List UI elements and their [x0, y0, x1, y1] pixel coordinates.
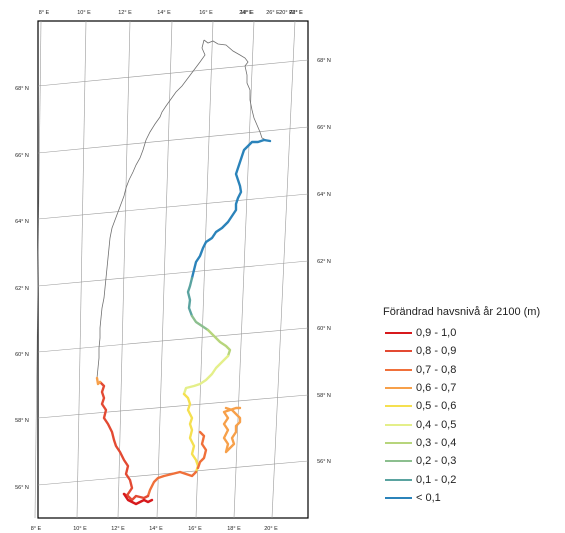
coordinate-label: 64° N: [317, 192, 331, 198]
graticule-line: [156, 20, 173, 519]
legend-swatch: [385, 478, 412, 481]
coordinate-label: 62° N: [317, 259, 331, 265]
legend-swatch: [385, 350, 412, 353]
sweden-border: [96, 39, 269, 379]
legend-label: 0,9 - 1,0: [416, 327, 457, 340]
legend-swatch: [385, 405, 412, 408]
graticule-line: [195, 20, 214, 519]
legend-swatch: [385, 496, 412, 499]
coast-segment: [182, 354, 230, 396]
coordinate-label: 16° E: [188, 526, 202, 532]
coordinate-label: 18° E: [240, 10, 254, 16]
coast-segment: [182, 392, 200, 474]
legend-item: < 0,1: [383, 489, 563, 507]
coast-segment: [206, 328, 232, 358]
coordinate-label: 10° E: [73, 526, 87, 532]
legend-swatch: [385, 368, 412, 371]
coordinate-label: 8° E: [31, 526, 42, 532]
legend-item: 0,3 - 0,4: [383, 434, 563, 452]
coordinate-label: 28° E: [289, 10, 303, 16]
coast-segment: [196, 430, 208, 470]
coast-segment: [98, 380, 134, 496]
legend-label: 0,3 - 0,4: [416, 436, 457, 449]
legend-item: 0,6 - 0,7: [383, 379, 563, 397]
coordinate-label: 58° N: [15, 418, 29, 424]
graticule-line: [233, 20, 255, 519]
coordinate-label: 58° N: [317, 393, 331, 399]
legend: Förändrad havsnivå år 2100 (m) 0,9 - 1,0…: [383, 306, 563, 507]
legend-item: 0,2 - 0,3: [383, 452, 563, 470]
coast-segment: [190, 138, 272, 280]
legend-label: 0,5 - 0,6: [416, 400, 457, 413]
graticule-line: [37, 394, 309, 419]
coordinate-label: 24° E: [239, 10, 253, 16]
graticule-line: [37, 59, 309, 87]
coordinate-label: 66° N: [15, 153, 29, 159]
graticule-line: [117, 20, 131, 519]
legend-label: 0,2 - 0,3: [416, 455, 457, 468]
coordinate-label: 56° N: [15, 485, 29, 491]
graticule-line: [37, 193, 309, 220]
coastline-sea-level: [95, 138, 272, 506]
legend-item: 0,9 - 1,0: [383, 324, 563, 342]
coordinate-label: 62° N: [15, 286, 29, 292]
coordinate-label: 12° E: [111, 526, 125, 532]
coordinate-label: 18° E: [227, 526, 241, 532]
graticule-line: [37, 327, 309, 353]
legend-label: 0,4 - 0,5: [416, 418, 457, 431]
coordinate-label: 20° E: [264, 526, 278, 532]
legend-label: 0,7 - 0,8: [416, 363, 457, 376]
graticule-line: [34, 20, 42, 519]
coordinate-label: 64° N: [15, 219, 29, 225]
legend-item: 0,1 - 0,2: [383, 470, 563, 488]
coast-segment: [122, 492, 150, 502]
coordinate-label: 60° N: [317, 326, 331, 332]
coordinate-label: 22° E: [289, 10, 303, 16]
legend-item: 0,4 - 0,5: [383, 415, 563, 433]
legend-item: 0,8 - 0,9: [383, 342, 563, 360]
legend-items: 0,9 - 1,0 0,8 - 0,9 0,7 - 0,8 0,6 - 0,7 0,5 …: [383, 324, 563, 507]
coast-segment: [190, 314, 210, 332]
coordinate-label: 12° E: [118, 10, 132, 16]
graticule-line: [37, 126, 309, 154]
graticule-line: [271, 20, 296, 519]
legend-title: Förändrad havsnivå år 2100 (m): [383, 306, 541, 318]
coast-segment: [122, 492, 154, 506]
coordinate-label: 10° E: [77, 10, 91, 16]
coordinate-label: 26° E: [266, 10, 280, 16]
coordinate-label: 8° E: [39, 10, 50, 16]
legend-swatch: [385, 423, 412, 426]
coordinate-label: 14° E: [157, 10, 171, 16]
legend-label: < 0,1: [416, 491, 441, 504]
legend-swatch: [385, 387, 412, 390]
legend-item: 0,5 - 0,6: [383, 397, 563, 415]
coordinate-label: 60° N: [15, 352, 29, 358]
coast-segment: [146, 470, 198, 498]
coordinate-label: 56° N: [317, 459, 331, 465]
coordinate-label: 68° N: [317, 58, 331, 64]
legend-item: 0,7 - 0,8: [383, 361, 563, 379]
sweden-sea-level-map: 8° E 10° E 12° E 14° E 16° E 18° E 20° E22° E2…: [15, 10, 331, 532]
legend-swatch: [385, 332, 412, 335]
graticule-line: [76, 20, 87, 519]
legend-swatch: [385, 460, 412, 463]
legend-label: 0,1 - 0,2: [416, 473, 457, 486]
coordinate-label: 66° N: [317, 125, 331, 131]
coordinate-label: 14° E: [149, 526, 163, 532]
coordinate-label: 68° N: [15, 86, 29, 92]
graticule: [34, 20, 309, 519]
coordinate-label: 20° E: [279, 10, 293, 16]
coordinate-label: 16° E: [199, 10, 213, 16]
coast-segment: [95, 376, 102, 386]
coordinate-labels: 8° E 10° E 12° E 14° E 16° E 18° E 20° E22° E2…: [15, 10, 331, 532]
legend-label: 0,6 - 0,7: [416, 382, 457, 395]
coast-segment: [222, 406, 242, 454]
coast-segment: [186, 276, 194, 318]
graticule-line: [37, 260, 309, 287]
legend-label: 0,8 - 0,9: [416, 345, 457, 358]
legend-swatch: [385, 441, 412, 444]
